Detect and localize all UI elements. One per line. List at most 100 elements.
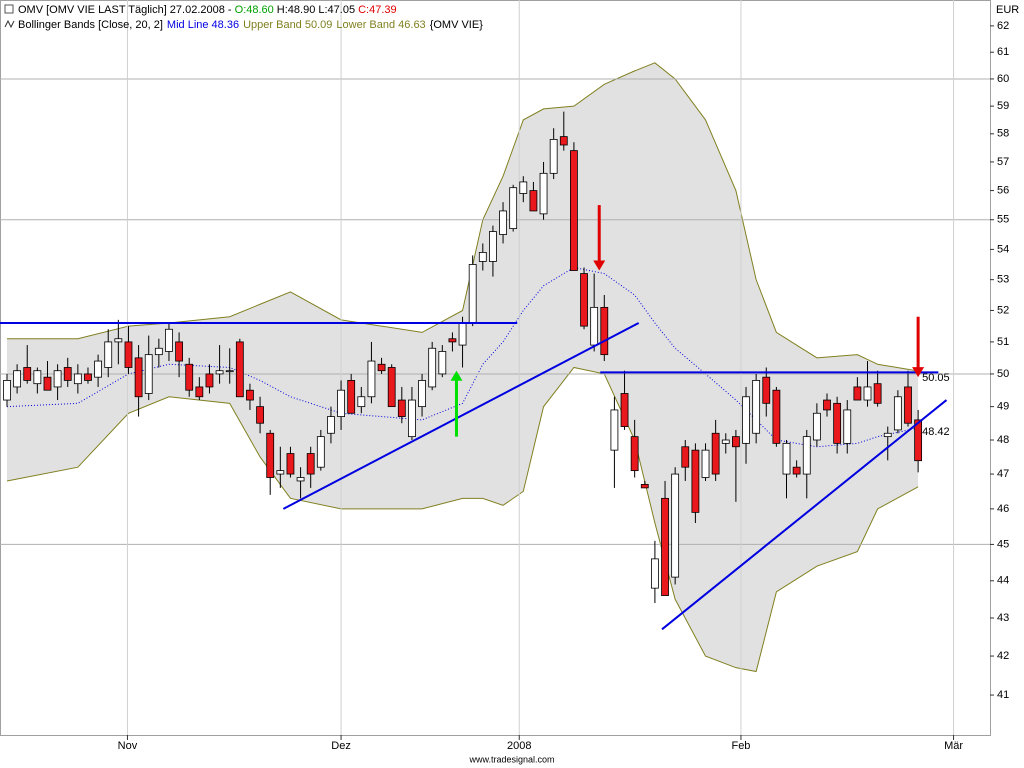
y-tick-label: 56 xyxy=(997,184,1009,196)
y-tick-label: 48 xyxy=(997,434,1009,446)
candle-body xyxy=(742,396,750,444)
candle-body xyxy=(833,402,842,444)
candle-body xyxy=(418,380,426,408)
candle-body xyxy=(235,341,244,398)
axis-layer: Nov Dez 2008 Feb Mär 41 42 43 44 45 46 47 48 49 50 51 52… xyxy=(118,20,1010,752)
candle-body xyxy=(327,416,335,434)
hl-text: H:48.90 L:47.05 xyxy=(277,4,355,16)
candle-body xyxy=(772,389,781,444)
candle-body xyxy=(408,399,416,438)
candle-body xyxy=(165,328,173,352)
mid-line xyxy=(6,266,919,448)
candle-body xyxy=(630,436,639,472)
candle-body xyxy=(225,370,234,373)
symbol: OMV [OMV VIE LAST Täglich] 27.02.2008 - xyxy=(18,4,235,16)
candle-body xyxy=(144,354,153,394)
candle-body xyxy=(448,338,457,343)
candle-body xyxy=(53,370,62,388)
y-tick-label: 59 xyxy=(997,100,1009,112)
upper-text: Upper Band 50.09 xyxy=(243,19,332,31)
candle-body xyxy=(812,412,821,441)
candle-body xyxy=(468,264,477,324)
y-tick-label: 55 xyxy=(997,214,1009,226)
candle-body xyxy=(185,363,194,391)
candle-body xyxy=(306,453,315,475)
x-tick-label: 2008 xyxy=(507,740,531,752)
candle-body xyxy=(3,380,11,401)
candle-body xyxy=(762,376,771,404)
candle-body xyxy=(276,470,285,475)
x-tick-label: Feb xyxy=(731,740,750,752)
candle-body xyxy=(296,477,305,482)
candle-body xyxy=(104,341,113,368)
source-text: {OMV VIE} xyxy=(430,19,484,31)
candle-body xyxy=(559,136,568,146)
candle-body xyxy=(478,252,487,262)
candle-body xyxy=(377,363,386,372)
candle-body xyxy=(600,306,609,356)
y-tick-label: 60 xyxy=(997,73,1009,85)
y-tick-label: 52 xyxy=(997,304,1009,316)
candle-body xyxy=(43,376,52,391)
candle-body xyxy=(853,386,862,401)
candle-body xyxy=(357,396,366,408)
value-annotation: 50.05 xyxy=(922,372,950,384)
y-tick-label: 58 xyxy=(997,128,1009,140)
y-tick-label: 45 xyxy=(997,538,1009,550)
candle-body xyxy=(205,373,214,388)
x-tick-label: Mär xyxy=(944,740,963,752)
candle-body xyxy=(13,370,22,388)
candle-body xyxy=(367,360,376,398)
y-tick-label: 61 xyxy=(997,46,1009,58)
x-tick-label: Nov xyxy=(118,740,138,752)
candle-body xyxy=(286,453,295,475)
close-text: C:47.39 xyxy=(358,4,397,16)
y-tick-label: 43 xyxy=(997,612,1009,624)
candle-body xyxy=(570,150,578,271)
candle-body xyxy=(883,432,892,438)
candle-body xyxy=(23,367,32,381)
header-line: OMV [OMV VIE LAST Täglich] 27.02.2008 - … xyxy=(18,4,397,16)
y-tick-label: 47 xyxy=(997,468,1009,480)
candle-layer xyxy=(3,111,923,604)
arrow-head xyxy=(450,370,463,381)
candle-body xyxy=(731,436,740,448)
candle-body xyxy=(752,380,761,434)
candle-body xyxy=(529,190,538,212)
mid-text: Mid Line 48.36 xyxy=(167,19,239,31)
candle-body xyxy=(509,187,518,229)
candle-body xyxy=(458,322,467,346)
y-tick-label: 53 xyxy=(997,274,1009,286)
candle-body xyxy=(519,181,528,194)
footer: www.tradesignal.com xyxy=(468,754,554,764)
candle-body xyxy=(266,432,275,478)
candle-body xyxy=(134,357,143,398)
candle-body xyxy=(539,172,548,215)
candle-body xyxy=(195,386,204,398)
y-tick-label: 49 xyxy=(997,401,1009,413)
candle-body xyxy=(843,409,852,444)
candle-body xyxy=(84,373,92,381)
candle-body xyxy=(792,466,801,475)
candle-body xyxy=(114,338,123,343)
y-tick-label: 42 xyxy=(997,650,1009,662)
candle-body xyxy=(499,210,507,235)
y-tick-label: 46 xyxy=(997,503,1009,515)
candle-body xyxy=(873,383,882,404)
y-tick-label: 41 xyxy=(997,689,1009,701)
candle-body xyxy=(73,373,82,385)
arrow-head xyxy=(912,367,925,378)
candle-body xyxy=(590,306,599,346)
candle-body xyxy=(904,386,912,424)
candle-body xyxy=(640,484,649,489)
candle-body xyxy=(347,380,356,414)
x-tick-label: Dez xyxy=(331,740,351,752)
candle-body xyxy=(337,389,345,417)
indicator-name: Bollinger Bands [Close, 20, 2] xyxy=(18,19,163,31)
plot-frame xyxy=(0,0,991,736)
trend-line xyxy=(282,322,640,510)
candle-body xyxy=(893,396,902,431)
y-tick-label: 51 xyxy=(997,336,1009,348)
value-annotation: 48.42 xyxy=(922,426,950,438)
candle-body xyxy=(175,341,183,362)
